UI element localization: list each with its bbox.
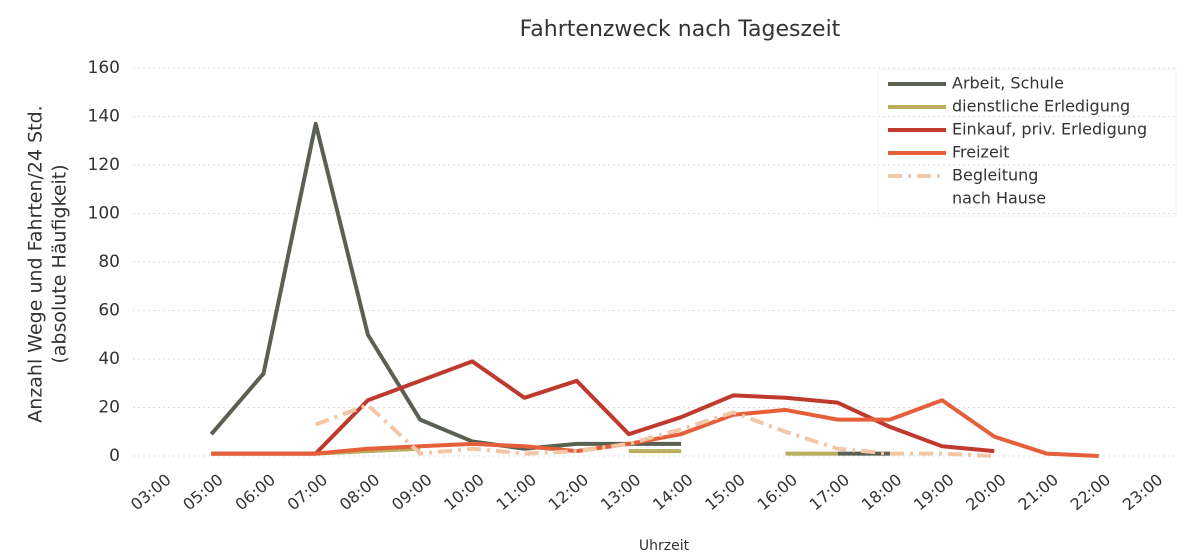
legend-label: Arbeit, Schule bbox=[952, 74, 1064, 93]
x-tick-label: 16:00 bbox=[753, 470, 801, 514]
legend-label: Begleitung bbox=[952, 166, 1038, 185]
x-tick-label: 05:00 bbox=[179, 470, 227, 514]
y-tick-label: 80 bbox=[98, 252, 120, 272]
x-tick-label: 17:00 bbox=[806, 470, 854, 514]
y-tick-label: 140 bbox=[88, 107, 120, 127]
series-line bbox=[209, 121, 682, 451]
legend-label: nach Hause bbox=[952, 189, 1046, 208]
x-tick-label: 20:00 bbox=[962, 470, 1010, 514]
y-axis-label: (absolute Häufigkeit) bbox=[49, 164, 71, 363]
legend-label: dienstliche Erledigung bbox=[952, 97, 1130, 116]
chart-title: Fahrtenzweck nach Tageszeit bbox=[520, 17, 841, 42]
y-tick-label: 100 bbox=[88, 204, 120, 224]
x-tick-label: 03:00 bbox=[127, 470, 175, 514]
x-tick-label: 08:00 bbox=[336, 470, 384, 514]
x-tick-label: 12:00 bbox=[545, 470, 593, 514]
x-tick-label: 21:00 bbox=[1014, 470, 1062, 514]
x-tick-label: 23:00 bbox=[1119, 470, 1167, 514]
x-tick-label: 15:00 bbox=[701, 470, 749, 514]
x-tick-label: 06:00 bbox=[231, 470, 279, 514]
series-line bbox=[315, 403, 995, 458]
x-tick-label: 14:00 bbox=[649, 470, 697, 514]
x-tick-label: 18:00 bbox=[858, 470, 906, 514]
x-tick-label: 19:00 bbox=[910, 470, 958, 514]
x-axis-label: Uhrzeit bbox=[639, 538, 690, 554]
y-tick-label: 120 bbox=[88, 155, 120, 175]
x-tick-label: 09:00 bbox=[388, 470, 436, 514]
x-tick-label: 07:00 bbox=[284, 470, 332, 514]
x-tick-label: 11:00 bbox=[492, 470, 540, 514]
x-tick-label: 10:00 bbox=[440, 470, 488, 514]
legend-label: Einkauf, priv. Erledigung bbox=[952, 120, 1147, 139]
y-axis-label: Anzahl Wege und Fahrten/24 Std. bbox=[25, 105, 47, 422]
series-line bbox=[211, 359, 995, 456]
y-tick-label: 60 bbox=[98, 301, 120, 321]
y-tick-label: 160 bbox=[88, 58, 120, 78]
x-tick-label: 13:00 bbox=[597, 470, 645, 514]
legend-label: Freizeit bbox=[952, 143, 1010, 162]
series-line bbox=[211, 398, 1099, 458]
y-tick-label: 40 bbox=[98, 349, 120, 369]
x-tick-label: 22:00 bbox=[1067, 470, 1115, 514]
y-tick-label: 0 bbox=[109, 446, 120, 466]
legend-box bbox=[877, 69, 1177, 217]
y-tick-label: 20 bbox=[98, 398, 120, 418]
